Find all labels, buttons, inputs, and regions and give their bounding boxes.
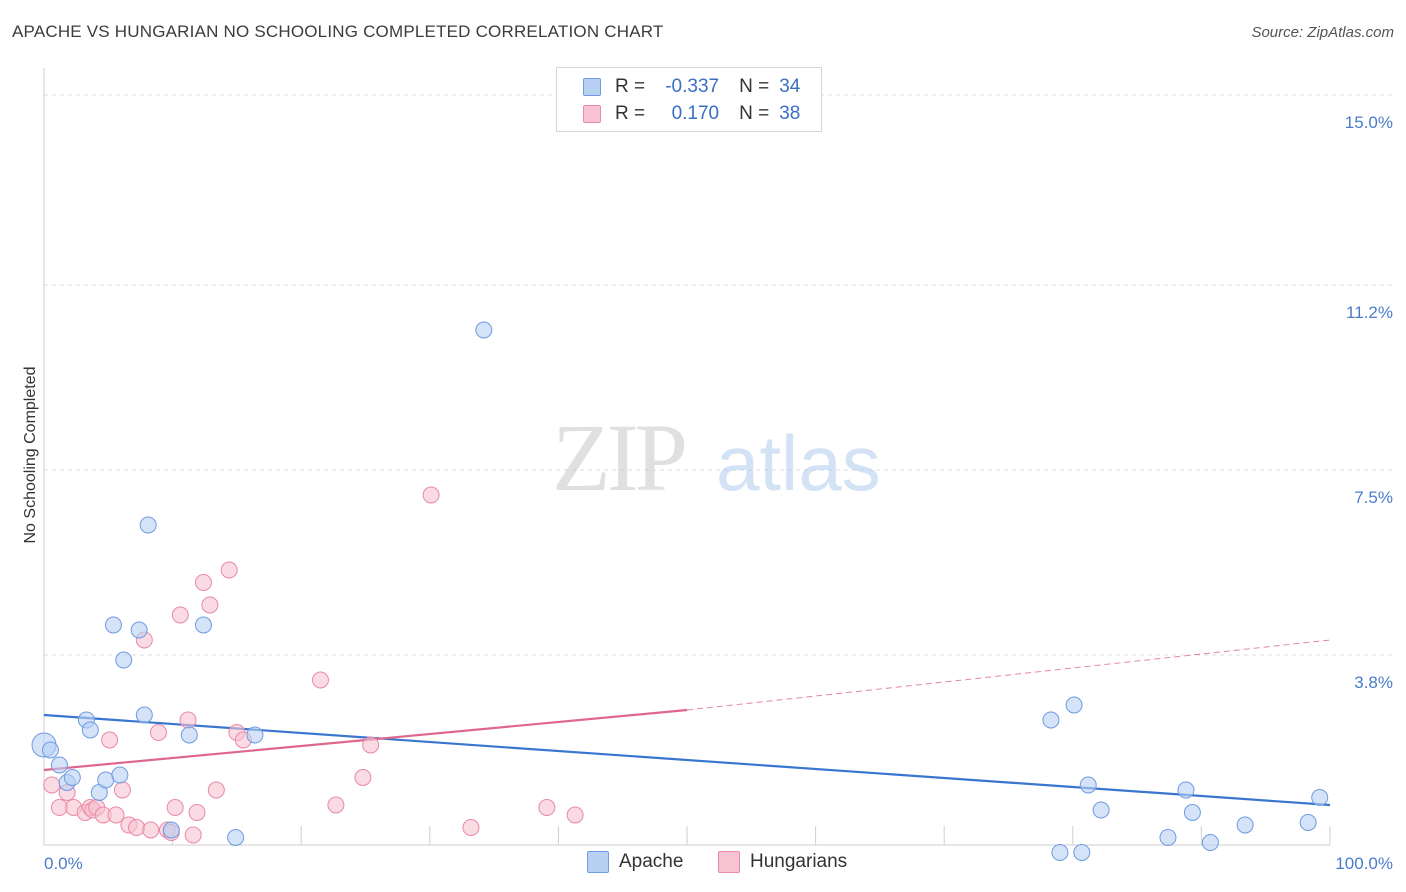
tick-layer: 3.8% 7.5% 11.2% 15.0% 0.0% 100.0%	[44, 113, 1393, 873]
hungarians-point	[220, 561, 238, 579]
y-axis-title: No Schooling Completed	[22, 367, 39, 544]
y-tick-label: 3.8%	[1354, 673, 1393, 692]
x-tick-label: 100.0%	[1335, 854, 1393, 873]
apache-point	[180, 726, 198, 744]
apache-point	[139, 516, 157, 534]
hungarians-n-value: 38	[779, 103, 801, 124]
apache-point	[1201, 834, 1219, 851]
apache-point	[1042, 711, 1060, 729]
hungarians-swatch	[718, 851, 740, 873]
hungarians-point	[43, 776, 61, 794]
hungarians-point	[171, 606, 189, 624]
hungarians-point	[194, 574, 212, 591]
apache-r-value: -0.337	[665, 76, 720, 97]
apache-point	[135, 706, 153, 724]
legend: R = -0.337 N = 34 R = 0.170 N = 38	[556, 67, 822, 132]
bottom-legend-apache: Apache	[587, 851, 683, 873]
hungarians-point	[101, 731, 119, 749]
hungarians-point	[362, 736, 380, 754]
legend-n-label: N =	[739, 76, 770, 97]
apache-point	[246, 726, 264, 744]
hungarians-point	[128, 819, 146, 836]
hungarians-point	[179, 711, 197, 729]
hungarians-trend-extension	[686, 639, 1331, 711]
hungarians-point	[566, 806, 584, 824]
apache-point	[1065, 696, 1083, 714]
apache-point	[227, 829, 245, 846]
apache-point	[104, 616, 122, 634]
hungarians-point	[188, 804, 206, 821]
hungarians-legend-label: Hungarians	[750, 851, 848, 872]
watermark-zip: ZIP	[552, 404, 685, 511]
hungarians-point	[538, 799, 556, 816]
y-tick-label: 11.2%	[1346, 303, 1393, 322]
hungarians-point	[207, 781, 225, 799]
legend-n-label: N =	[739, 103, 770, 124]
hungarians-point	[113, 781, 131, 799]
hungarians-r-value: 0.170	[671, 103, 720, 124]
hungarians-point	[201, 596, 219, 614]
hungarians-point	[142, 821, 160, 839]
hungarians-point	[462, 819, 480, 836]
apache-point	[1299, 814, 1317, 831]
legend-r-label: R =	[615, 76, 646, 97]
apache-swatch	[587, 851, 609, 873]
hungarians-point	[50, 799, 68, 816]
apache-legend-label: Apache	[619, 851, 684, 872]
hungarians-point	[107, 806, 125, 824]
points-layer	[31, 321, 1329, 861]
apache-point	[50, 756, 68, 774]
trend-layer	[43, 639, 1331, 807]
apache-point	[1073, 844, 1091, 861]
hungarians-point	[327, 796, 345, 814]
apache-point	[130, 621, 148, 639]
apache-point	[1311, 789, 1329, 806]
hungarians-point	[184, 826, 202, 844]
bottom-legend-hungarians: Hungarians	[718, 851, 847, 873]
hungarians-point	[311, 671, 329, 689]
apache-swatch	[583, 78, 601, 96]
apache-point	[194, 616, 212, 634]
apache-point	[81, 721, 99, 739]
x-tick-label: 0.0%	[44, 854, 83, 873]
apache-point	[97, 771, 115, 789]
apache-point	[115, 651, 133, 669]
legend-row-apache: R = -0.337 N = 34	[583, 75, 800, 99]
apache-point	[1159, 829, 1177, 846]
apache-point	[1177, 781, 1195, 799]
apache-point	[41, 741, 59, 759]
hungarians-swatch	[583, 105, 601, 123]
hungarians-point	[149, 724, 167, 741]
source-label: Source: ZipAtlas.com	[1251, 24, 1394, 41]
apache-point	[111, 766, 129, 784]
apache-point	[63, 769, 81, 786]
grid-layer	[44, 94, 1395, 656]
apache-point	[1236, 816, 1254, 834]
hungarians-point	[422, 486, 440, 504]
apache-point	[1183, 804, 1201, 821]
legend-r-label: R =	[615, 103, 646, 124]
apache-point	[1079, 776, 1097, 794]
legend-row-hungarians: R = 0.170 N = 38	[583, 102, 800, 126]
chart-title: APACHE VS HUNGARIAN NO SCHOOLING COMPLET…	[12, 22, 664, 41]
y-tick-label: 7.5%	[1354, 488, 1393, 507]
apache-point	[475, 321, 493, 339]
hungarians-point	[166, 799, 184, 816]
apache-point	[1092, 801, 1110, 819]
watermark-atlas: atlas	[716, 419, 881, 507]
apache-n-value: 34	[779, 76, 801, 97]
apache-point	[1051, 844, 1069, 861]
apache-point	[162, 821, 180, 839]
y-tick-label: 15.0%	[1345, 113, 1393, 132]
hungarians-point	[354, 769, 372, 786]
